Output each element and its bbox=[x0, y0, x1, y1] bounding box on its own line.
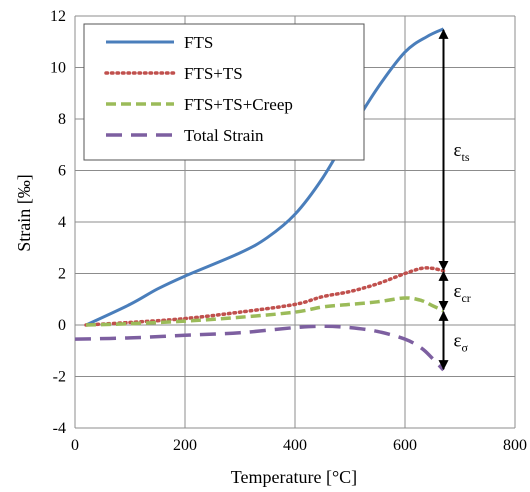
legend: FTS FTS+TS FTS+TS+Creep Total Strain bbox=[83, 23, 365, 161]
strain-label-0: εts bbox=[454, 140, 470, 164]
legend-label-1: FTS+TS bbox=[184, 64, 243, 83]
legend-label-3: Total Strain bbox=[184, 126, 264, 145]
y-tick-label: -2 bbox=[53, 369, 66, 386]
y-tick-label: 0 bbox=[58, 317, 66, 334]
x-axis-label: Temperature [°C] bbox=[231, 467, 357, 487]
legend-label-0: FTS bbox=[184, 33, 213, 52]
series-line-1 bbox=[84, 266, 446, 327]
strain-label-subscript: σ bbox=[461, 340, 468, 354]
strain-annotations: εts εcr εσ bbox=[438, 28, 471, 371]
y-tick-label: 12 bbox=[50, 8, 66, 25]
axes: -4 -2 0 2 4 6 8 10 12 0 200 400 600 800 bbox=[50, 8, 527, 454]
y-tick-label: 8 bbox=[58, 111, 66, 128]
legend-label-2: FTS+TS+Creep bbox=[184, 95, 293, 114]
y-tick-label: 4 bbox=[58, 214, 66, 231]
strain-label-subscript: ts bbox=[461, 150, 469, 164]
series-line-3 bbox=[74, 324, 445, 372]
strain-label-2: εσ bbox=[454, 330, 469, 354]
x-tick-label: 200 bbox=[173, 437, 197, 454]
strain-label-1: εcr bbox=[454, 281, 471, 305]
x-tick-label: 0 bbox=[71, 437, 79, 454]
series-line-2 bbox=[85, 296, 445, 327]
series-lines bbox=[74, 27, 446, 372]
x-tick-label: 600 bbox=[393, 437, 417, 454]
x-tick-label: 400 bbox=[283, 437, 307, 454]
legend-box bbox=[83, 23, 365, 161]
series-line-0 bbox=[85, 27, 445, 327]
strain-label-subscript: cr bbox=[461, 291, 470, 305]
x-tick-label: 800 bbox=[503, 437, 527, 454]
y-tick-label: -4 bbox=[53, 420, 66, 437]
y-tick-label: 6 bbox=[58, 163, 66, 180]
y-axis-label: Strain [‰] bbox=[14, 174, 34, 251]
y-tick-label: 10 bbox=[50, 60, 66, 77]
y-tick-label: 2 bbox=[58, 266, 66, 283]
